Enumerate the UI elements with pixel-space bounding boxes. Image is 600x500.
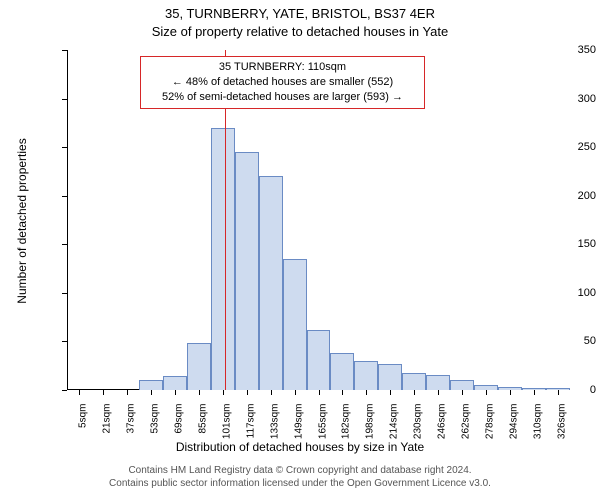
x-tick-label: 101sqm — [221, 404, 232, 440]
x-tick-label: 230sqm — [413, 404, 424, 440]
x-tick-label: 69sqm — [173, 404, 184, 434]
y-tick-label: 200 — [537, 190, 596, 202]
chart-subtitle: Size of property relative to detached ho… — [0, 24, 600, 39]
x-tick-label: 278sqm — [485, 404, 496, 440]
chart-title: 35, TURNBERRY, YATE, BRISTOL, BS37 4ER — [0, 6, 600, 21]
x-tick-mark — [127, 390, 128, 395]
x-tick-mark — [438, 390, 439, 395]
y-tick-mark — [62, 50, 67, 51]
x-tick-label: 262sqm — [461, 404, 472, 440]
x-tick-label: 149sqm — [293, 404, 304, 440]
y-tick-mark — [62, 196, 67, 197]
histogram-bar — [163, 376, 187, 390]
x-tick-mark — [510, 390, 511, 395]
histogram-bar — [307, 330, 331, 390]
annotation-line-1: 35 TURNBERRY: 110sqm — [147, 60, 418, 75]
histogram-bar — [450, 380, 474, 390]
x-tick-mark — [175, 390, 176, 395]
x-axis-label: Distribution of detached houses by size … — [0, 440, 600, 454]
x-tick-mark — [79, 390, 80, 395]
x-tick-label: 53sqm — [149, 404, 160, 434]
histogram-bar — [330, 353, 354, 390]
x-tick-label: 37sqm — [125, 404, 136, 434]
x-tick-mark — [271, 390, 272, 395]
x-tick-mark — [103, 390, 104, 395]
x-tick-mark — [366, 390, 367, 395]
histogram-bar — [283, 259, 307, 390]
histogram-bar — [211, 128, 235, 390]
x-tick-mark — [295, 390, 296, 395]
y-tick-label: 350 — [537, 44, 596, 56]
y-tick-label: 150 — [537, 238, 596, 250]
x-tick-label: 294sqm — [509, 404, 520, 440]
x-tick-mark — [390, 390, 391, 395]
y-tick-mark — [62, 390, 67, 391]
y-tick-label: 0 — [537, 384, 596, 396]
x-tick-label: 182sqm — [341, 404, 352, 440]
y-axis-line — [67, 50, 68, 390]
annotation-line-2: ← 48% of detached houses are smaller (55… — [147, 75, 418, 90]
x-tick-mark — [199, 390, 200, 395]
x-tick-label: 21sqm — [101, 404, 112, 434]
x-tick-label: 165sqm — [317, 404, 328, 440]
histogram-bar — [378, 364, 402, 390]
x-tick-mark — [558, 390, 559, 395]
histogram-bar — [187, 343, 211, 390]
x-tick-mark — [319, 390, 320, 395]
x-tick-label: 85sqm — [197, 404, 208, 434]
y-tick-label: 300 — [537, 93, 596, 105]
histogram-bar — [402, 373, 426, 390]
x-tick-mark — [247, 390, 248, 395]
annotation-box: 35 TURNBERRY: 110sqm ← 48% of detached h… — [140, 56, 425, 109]
x-tick-label: 133sqm — [269, 404, 280, 440]
footer-line-1: Contains HM Land Registry data © Crown c… — [0, 464, 600, 477]
footer-line-2: Contains public sector information licen… — [0, 477, 600, 490]
x-tick-mark — [462, 390, 463, 395]
y-tick-label: 250 — [537, 141, 596, 153]
histogram-bar — [235, 152, 259, 390]
y-axis-label: Number of detached properties — [15, 131, 29, 311]
x-tick-mark — [414, 390, 415, 395]
histogram-chart: 35, TURNBERRY, YATE, BRISTOL, BS37 4ER S… — [0, 0, 600, 500]
x-tick-label: 214sqm — [389, 404, 400, 440]
y-tick-label: 50 — [537, 335, 596, 347]
y-tick-mark — [62, 293, 67, 294]
annotation-line-3: 52% of semi-detached houses are larger (… — [147, 90, 418, 105]
y-tick-mark — [62, 99, 67, 100]
chart-footer: Contains HM Land Registry data © Crown c… — [0, 464, 600, 490]
y-tick-mark — [62, 147, 67, 148]
x-tick-label: 246sqm — [437, 404, 448, 440]
y-tick-mark — [62, 244, 67, 245]
x-tick-mark — [151, 390, 152, 395]
y-tick-mark — [62, 341, 67, 342]
x-tick-label: 198sqm — [365, 404, 376, 440]
x-tick-mark — [223, 390, 224, 395]
x-tick-mark — [534, 390, 535, 395]
x-tick-label: 117sqm — [245, 404, 256, 439]
y-tick-label: 100 — [537, 287, 596, 299]
x-tick-mark — [486, 390, 487, 395]
histogram-bar — [426, 375, 450, 390]
histogram-bar — [139, 380, 163, 390]
x-tick-mark — [342, 390, 343, 395]
x-tick-label: 5sqm — [77, 404, 88, 428]
x-tick-label: 310sqm — [533, 404, 544, 440]
histogram-bar — [259, 176, 283, 390]
x-tick-label: 326sqm — [557, 404, 568, 440]
histogram-bar — [354, 361, 378, 390]
